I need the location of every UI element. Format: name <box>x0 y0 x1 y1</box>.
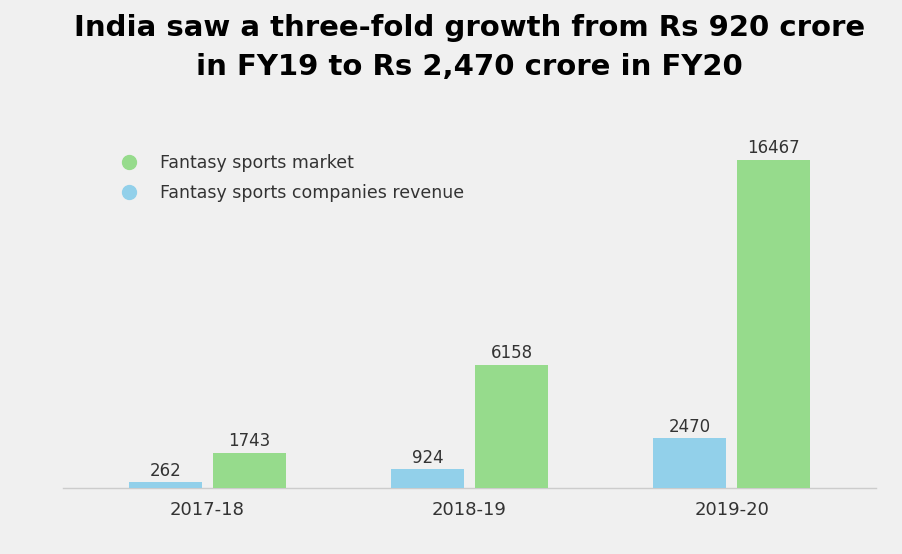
Legend: Fantasy sports market, Fantasy sports companies revenue: Fantasy sports market, Fantasy sports co… <box>105 147 471 209</box>
Bar <box>391 469 464 488</box>
Text: 924: 924 <box>411 449 443 466</box>
Text: 2470: 2470 <box>668 418 710 436</box>
Bar <box>652 438 726 488</box>
Text: 262: 262 <box>150 461 181 480</box>
Bar <box>129 483 202 488</box>
Bar <box>212 453 286 488</box>
Title: India saw a three-fold growth from Rs 920 crore
in FY19 to Rs 2,470 crore in FY2: India saw a three-fold growth from Rs 92… <box>74 14 864 81</box>
Text: 6158: 6158 <box>490 345 532 362</box>
Bar <box>736 160 809 488</box>
Text: 1743: 1743 <box>228 432 271 450</box>
Text: 16467: 16467 <box>747 140 799 157</box>
Bar <box>474 365 548 488</box>
